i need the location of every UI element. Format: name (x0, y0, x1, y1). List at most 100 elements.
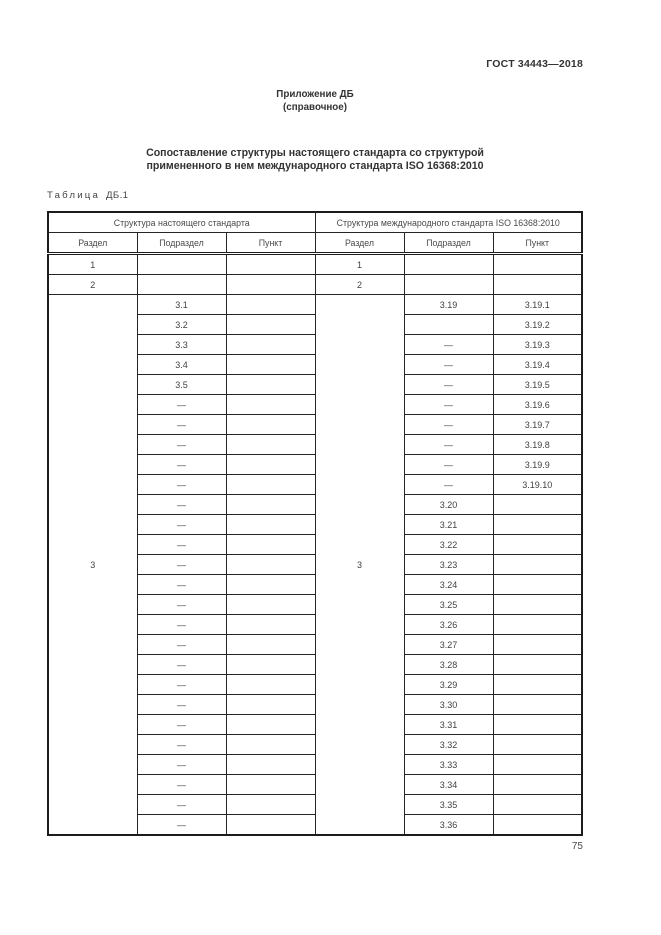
table-cell (492, 253, 583, 275)
table-cell (225, 554, 316, 575)
table-cell: — (136, 594, 227, 615)
table-cell (225, 814, 316, 836)
table-cell: — (136, 514, 227, 535)
table-cell: 3.34 (403, 774, 494, 795)
table-cell (492, 274, 583, 295)
table-cell (492, 534, 583, 555)
table-cell: 3.36 (403, 814, 494, 836)
table-cell: 3.28 (403, 654, 494, 675)
table-cell (492, 594, 583, 615)
table-cell (492, 574, 583, 595)
table-cell (136, 274, 227, 295)
table-cell: — (136, 674, 227, 695)
table-row: — 3.31 (48, 714, 583, 735)
table-cell: — (136, 554, 227, 575)
table-cell (225, 694, 316, 715)
table-cell: 3.30 (403, 694, 494, 715)
table-cell: — (136, 754, 227, 775)
table-cell: — (403, 354, 494, 375)
table-cell: — (136, 654, 227, 675)
table-cell: — (403, 434, 494, 455)
table-cell (492, 554, 583, 575)
table-row: 3.5 —3.19.5 (48, 374, 583, 395)
table-cell: — (136, 694, 227, 715)
table-row: — 3.23 (48, 554, 583, 575)
table-cell (492, 774, 583, 795)
table-cell: 3.19.4 (492, 354, 583, 375)
table-cell: — (403, 374, 494, 395)
table-cell (225, 674, 316, 695)
table-cell (225, 754, 316, 775)
table-cell (492, 734, 583, 755)
table-row: — —3.19.7 (48, 414, 583, 435)
table-cell: — (403, 334, 494, 355)
table-row: — 3.33 (48, 754, 583, 775)
table-row: — 3.27 (48, 634, 583, 655)
table-row: — 3.20 (48, 494, 583, 515)
table-cell (225, 454, 316, 475)
table-cell (225, 314, 316, 335)
column-header: Раздел (314, 232, 405, 255)
table-cell (225, 514, 316, 535)
table-cell (225, 654, 316, 675)
table-caption-word: Таблица (47, 190, 101, 201)
table-cell (225, 274, 316, 295)
table-cell: 3.19.6 (492, 394, 583, 415)
table-cell: 3.19.2 (492, 314, 583, 335)
razdel-merged-cell-right: 3 (314, 294, 405, 836)
table-cell: 3.31 (403, 714, 494, 735)
table-cell: 3.25 (403, 594, 494, 615)
comparison-table: Структура настоящего стандарта Структура… (47, 211, 583, 836)
table-cell: 3.4 (136, 354, 227, 375)
table-cell (225, 394, 316, 415)
table-cell: 3.27 (403, 634, 494, 655)
column-header: Пункт (225, 232, 316, 255)
table-row: — 3.25 (48, 594, 583, 615)
table-row: — 3.21 (48, 514, 583, 535)
appendix-heading: Приложение ДБ (справочное) (47, 89, 583, 114)
table-cell: — (136, 434, 227, 455)
razdel-merged-cell-left: 3 (47, 294, 138, 836)
table-row: — 3.36 (48, 814, 583, 836)
table-row: — —3.19.6 (48, 394, 583, 415)
table-cell (492, 754, 583, 775)
table-group-header-row: Структура настоящего стандарта Структура… (47, 211, 583, 233)
table-row: — 3.35 (48, 794, 583, 815)
table-body: 1 1 2 2 3 3.1 3 3.19 3.19.1 3.2 3.19.2 3.3—3.19.3 3.… (47, 253, 583, 836)
table-cell: 1 (314, 253, 405, 275)
table-cell: — (136, 814, 227, 836)
page-title-line2: примененного в нем международного станда… (146, 160, 484, 172)
table-cell: — (136, 734, 227, 755)
table-cell: — (403, 414, 494, 435)
table-cell: — (136, 794, 227, 815)
table-cell: — (136, 634, 227, 655)
table-cell (225, 534, 316, 555)
table-cell: 3.35 (403, 794, 494, 815)
table-cell: — (136, 774, 227, 795)
table-cell: — (136, 494, 227, 515)
table-cell (225, 714, 316, 735)
table-cell: 3.26 (403, 614, 494, 635)
table-cell (225, 253, 316, 275)
table-cell (492, 694, 583, 715)
table-cell: 3.19.7 (492, 414, 583, 435)
table-cell: 3.5 (136, 374, 227, 395)
table-cell: — (403, 474, 494, 495)
table-cell: — (136, 454, 227, 475)
table-cell (492, 674, 583, 695)
table-cell (136, 253, 227, 275)
table-cell: 3.20 (403, 494, 494, 515)
page-number: 75 (571, 841, 583, 852)
table-column-header-row: Раздел Подраздел Пункт Раздел Подраздел … (47, 232, 583, 255)
table-cell (225, 574, 316, 595)
table-cell (492, 794, 583, 815)
table-cell: 2 (314, 274, 405, 295)
column-header: Раздел (47, 232, 138, 255)
table-cell (225, 774, 316, 795)
group-header-iso-standard: Структура международного стандарта ISO 1… (314, 211, 583, 233)
table-cell: — (136, 474, 227, 495)
table-cell: 3.19.1 (492, 294, 583, 315)
table-cell (403, 314, 494, 335)
